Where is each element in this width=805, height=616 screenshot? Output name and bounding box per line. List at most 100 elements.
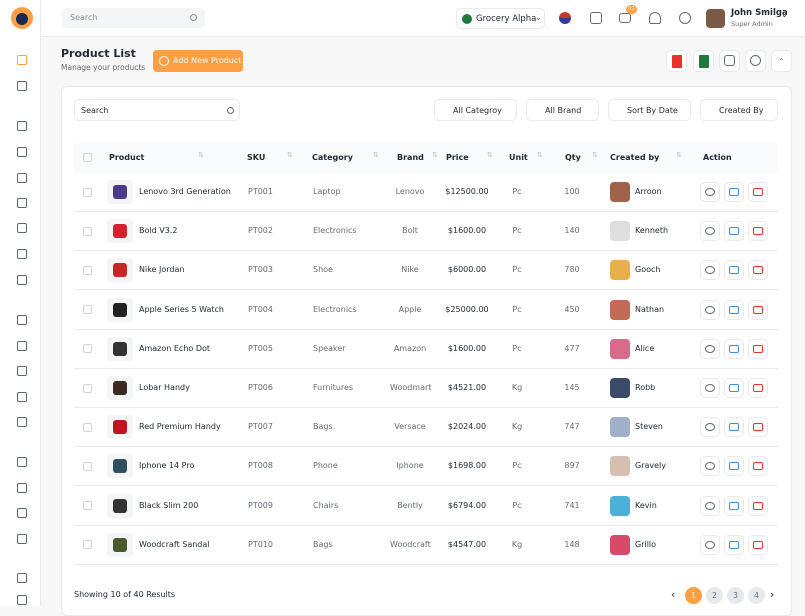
sidebar-icon[interactable] — [17, 595, 27, 605]
sidebar-icon[interactable] — [17, 198, 27, 208]
edit-button[interactable] — [724, 182, 744, 202]
delete-button[interactable] — [748, 456, 768, 477]
sort-icon[interactable]: ⇅ — [592, 151, 598, 159]
delete-button[interactable] — [748, 378, 768, 398]
row-checkbox[interactable] — [83, 187, 92, 197]
view-button[interactable] — [700, 378, 720, 398]
sort-icon[interactable]: ⇅ — [676, 151, 682, 159]
brand-filter[interactable]: All Brand — [526, 99, 599, 121]
product-name[interactable]: Lobar Handy — [139, 383, 190, 392]
sort-icon[interactable]: ⇅ — [287, 151, 293, 159]
sidebar-icon[interactable] — [17, 249, 27, 259]
row-checkbox[interactable] — [83, 265, 92, 275]
pdf-button[interactable] — [666, 50, 687, 72]
product-name[interactable]: Apple Series 5 Watch — [139, 304, 224, 314]
delete-button[interactable] — [748, 534, 768, 555]
delete-button[interactable] — [748, 182, 768, 202]
page-number[interactable]: 1 — [685, 587, 702, 604]
row-checkbox[interactable] — [83, 540, 92, 550]
sort-filter[interactable]: Sort By Date — [608, 99, 691, 121]
sidebar-icon[interactable] — [17, 55, 27, 65]
edit-button[interactable] — [724, 338, 744, 359]
mail-icon[interactable] — [619, 13, 631, 23]
row-checkbox[interactable] — [83, 305, 92, 315]
settings-icon[interactable] — [679, 12, 691, 24]
add-product-button[interactable]: Add New Product — [153, 50, 243, 72]
row-checkbox[interactable] — [83, 226, 92, 236]
edit-button[interactable] — [724, 299, 744, 320]
edit-button[interactable] — [724, 495, 744, 516]
row-checkbox[interactable] — [83, 344, 92, 354]
edit-button[interactable] — [724, 260, 744, 281]
row-checkbox[interactable] — [83, 422, 92, 432]
product-name[interactable]: Amazon Echo Dot — [139, 343, 211, 353]
delete-button[interactable] — [748, 338, 768, 359]
delete-button[interactable] — [748, 417, 768, 438]
search-box[interactable]: Search — [62, 8, 205, 28]
sort-icon[interactable]: ⇅ — [198, 151, 204, 159]
store-select[interactable]: Grocery Alpha ⌄ — [456, 8, 545, 29]
excel-button[interactable] — [693, 50, 714, 72]
logo[interactable] — [11, 7, 33, 29]
sidebar-icon[interactable] — [17, 315, 27, 325]
product-name[interactable]: Iphone 14 Pro — [139, 461, 195, 471]
product-name[interactable]: Black Slim 200 — [139, 500, 199, 510]
refresh-button[interactable] — [745, 50, 766, 72]
page-number[interactable]: 4 — [748, 587, 765, 604]
sidebar-icon[interactable] — [17, 417, 27, 427]
prev-page[interactable]: ‹ — [671, 588, 676, 601]
row-checkbox[interactable] — [83, 461, 92, 471]
creator-filter[interactable]: Created By — [700, 99, 778, 121]
sidebar-icon[interactable] — [17, 275, 27, 285]
view-button[interactable] — [700, 299, 720, 320]
product-name[interactable]: Lenovo 3rd Generation — [139, 187, 231, 196]
table-search[interactable]: Search — [74, 99, 240, 121]
sidebar-icon[interactable] — [17, 508, 27, 518]
sidebar-icon[interactable] — [17, 534, 27, 544]
next-page[interactable]: › — [770, 588, 775, 601]
delete-button[interactable] — [748, 260, 768, 281]
collapse-button[interactable]: ⌃ — [771, 50, 792, 72]
edit-button[interactable] — [724, 417, 744, 438]
sidebar-icon[interactable] — [17, 223, 27, 233]
view-button[interactable] — [700, 260, 720, 281]
sidebar-icon[interactable] — [17, 392, 27, 402]
sidebar-icon[interactable] — [17, 457, 27, 467]
user-avatar[interactable] — [706, 9, 725, 28]
page-number[interactable]: 3 — [727, 587, 744, 604]
sort-icon[interactable]: ⇅ — [487, 151, 493, 159]
sidebar-icon[interactable] — [17, 81, 27, 91]
edit-button[interactable] — [724, 534, 744, 555]
view-button[interactable] — [700, 534, 720, 555]
view-button[interactable] — [700, 338, 720, 359]
delete-button[interactable] — [748, 495, 768, 516]
sidebar-icon[interactable] — [17, 341, 27, 351]
sidebar-icon[interactable] — [17, 483, 27, 493]
view-button[interactable] — [700, 182, 720, 202]
sidebar-icon[interactable] — [17, 121, 27, 131]
product-name[interactable]: Woodcraft Sandal — [139, 539, 210, 549]
edit-button[interactable] — [724, 456, 744, 477]
delete-button[interactable] — [748, 299, 768, 320]
sidebar-icon[interactable] — [17, 173, 27, 183]
delete-button[interactable] — [748, 221, 768, 242]
sidebar-icon[interactable] — [17, 147, 27, 157]
fullscreen-icon[interactable] — [590, 12, 602, 24]
sort-icon[interactable]: ⇅ — [373, 151, 379, 159]
sort-icon[interactable]: ⇅ — [537, 151, 543, 159]
product-name[interactable]: Red Premium Handy — [139, 422, 221, 432]
sidebar-icon[interactable] — [17, 366, 27, 376]
header-checkbox[interactable] — [83, 153, 92, 162]
language-flag[interactable] — [559, 12, 571, 24]
product-name[interactable]: Nike Jordan — [139, 265, 185, 275]
view-button[interactable] — [700, 221, 720, 242]
print-button[interactable] — [719, 50, 740, 72]
sort-icon[interactable]: ⇅ — [432, 151, 438, 159]
row-checkbox[interactable] — [83, 501, 92, 511]
view-button[interactable] — [700, 456, 720, 477]
row-checkbox[interactable] — [83, 383, 92, 393]
view-button[interactable] — [700, 417, 720, 438]
page-number[interactable]: 2 — [706, 587, 723, 604]
sidebar-icon[interactable] — [17, 573, 27, 583]
product-name[interactable]: Bold V3.2 — [139, 226, 178, 236]
